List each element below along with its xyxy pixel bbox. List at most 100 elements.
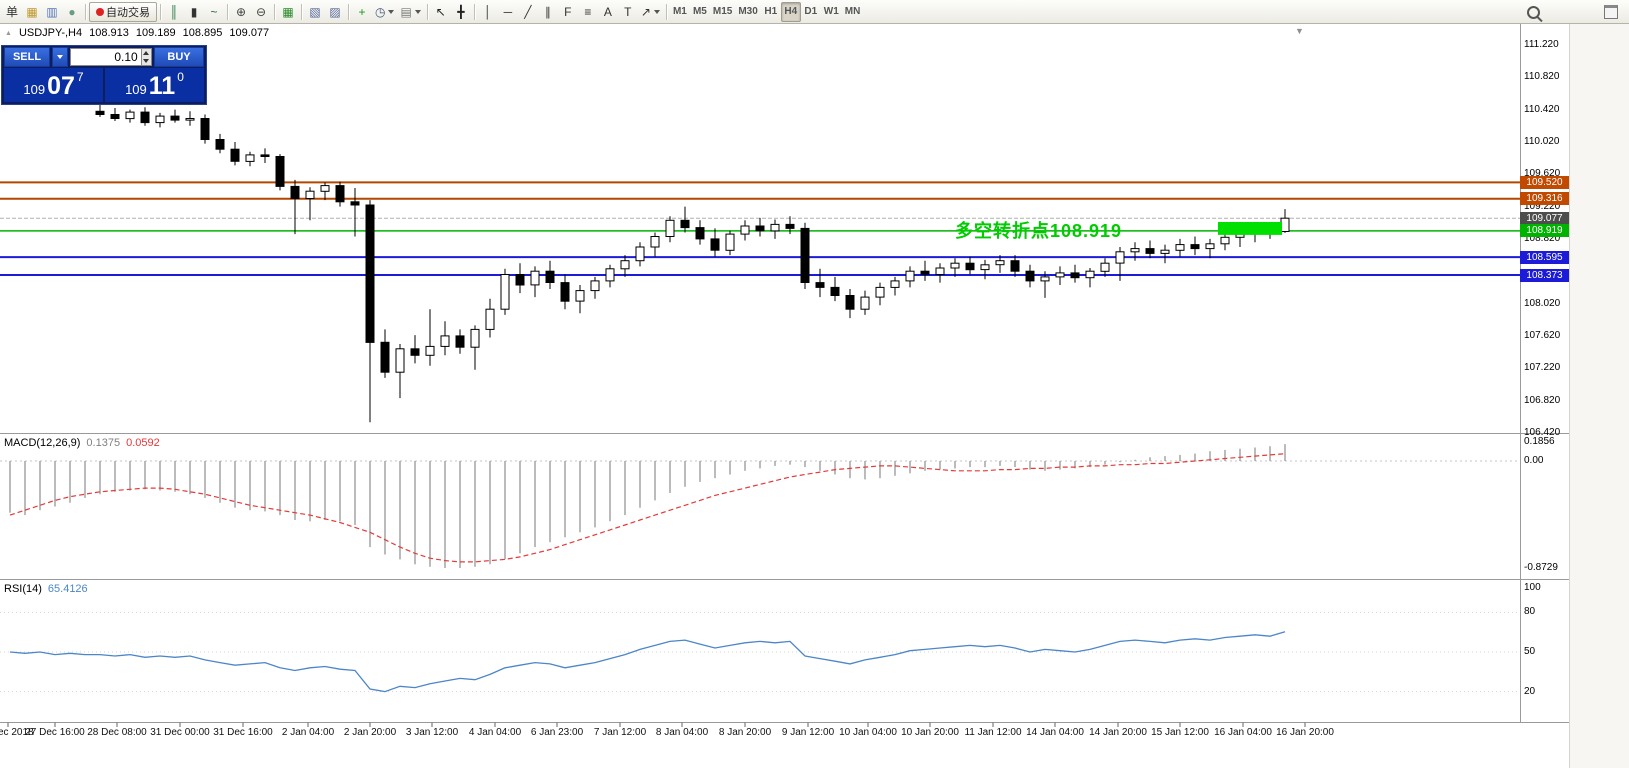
timeframe-m1[interactable]: M1 bbox=[672, 6, 687, 17]
ask-pipette: 0 bbox=[177, 70, 184, 84]
price-tag: 109.520 bbox=[1520, 176, 1569, 189]
candlestick bbox=[590, 276, 600, 299]
charts-icon[interactable]: ▦ bbox=[26, 4, 38, 19]
rsi-value: 65.4126 bbox=[47, 583, 88, 595]
profiles-icon[interactable]: ▥ bbox=[46, 4, 58, 19]
search-icon[interactable] bbox=[1523, 2, 1543, 22]
auto-scroll-icon[interactable]: ▧ bbox=[309, 4, 321, 19]
timeframe-mn[interactable]: MN bbox=[844, 6, 861, 17]
time-label: 31 Dec 00:00 bbox=[150, 727, 210, 738]
price-grid-label: 110.420 bbox=[1524, 104, 1560, 115]
candlestick bbox=[815, 268, 825, 298]
lot-size-input[interactable] bbox=[70, 48, 142, 66]
time-label: 2 Jan 20:00 bbox=[343, 727, 397, 738]
candlestick bbox=[215, 133, 225, 154]
candlestick bbox=[1280, 209, 1290, 233]
ohlc-open: 108.913 bbox=[89, 27, 129, 39]
tile-windows-icon[interactable]: ▦ bbox=[282, 4, 294, 19]
rsi-indicator-label: RSI(14) 65.4126 bbox=[4, 583, 88, 595]
lot-increase-button[interactable] bbox=[142, 49, 151, 57]
timeframe-m15[interactable]: M15 bbox=[712, 6, 733, 17]
bar-chart-icon[interactable]: ║ bbox=[169, 4, 179, 19]
candlestick bbox=[650, 232, 660, 257]
rsi-scale-label: 100 bbox=[1524, 582, 1541, 593]
lot-decrease-button[interactable] bbox=[142, 57, 151, 65]
chart-shift-marker-icon[interactable]: ▼ bbox=[1295, 26, 1304, 36]
toolbar-separator bbox=[426, 3, 428, 20]
order-type-dropdown[interactable] bbox=[52, 47, 68, 67]
candlestick-icon[interactable]: ▮ bbox=[190, 4, 198, 19]
price-grid-label: 109.620 bbox=[1524, 168, 1561, 179]
templates-icon[interactable]: ▤ bbox=[397, 2, 423, 22]
text-icon[interactable]: A bbox=[603, 4, 612, 19]
cursor-icon[interactable]: ↖ bbox=[435, 4, 446, 19]
rsi-scale-label: 50 bbox=[1524, 646, 1536, 657]
candlestick bbox=[245, 151, 255, 167]
refresh-icon[interactable]: ● bbox=[68, 4, 76, 19]
candlestick bbox=[455, 329, 465, 354]
gann-grid-icon[interactable]: ≡ bbox=[584, 4, 592, 19]
bid-price-display[interactable]: 109 07 7 bbox=[4, 68, 103, 102]
vertical-line-icon[interactable]: │ bbox=[484, 4, 492, 19]
time-label: 14 Jan 04:00 bbox=[1026, 727, 1084, 738]
candlestick bbox=[755, 217, 765, 237]
rsi-scale-label: 80 bbox=[1524, 606, 1536, 617]
buy-button[interactable]: BUY bbox=[154, 47, 204, 67]
macd-scale-label: 0.00 bbox=[1524, 455, 1544, 466]
horizontal-line-icon[interactable]: ─ bbox=[503, 4, 513, 19]
chart-shift-icon[interactable]: ▨ bbox=[329, 4, 341, 19]
bid-prefix: 109 bbox=[23, 82, 46, 98]
candlestick bbox=[920, 260, 930, 281]
autotrading-button[interactable]: 自动交易 bbox=[89, 1, 157, 22]
zoom-in-icon[interactable]: ⊕ bbox=[235, 4, 247, 19]
annotation-text-object[interactable]: 多空转折点108.919 bbox=[955, 221, 1123, 241]
toolbar-separator bbox=[473, 3, 475, 20]
timeframe-w1[interactable]: W1 bbox=[823, 6, 839, 17]
candlestick bbox=[275, 154, 285, 191]
arrows-icon[interactable]: ↗ bbox=[638, 2, 663, 22]
text-label-icon[interactable]: T bbox=[624, 4, 632, 19]
price-tag: 109.316 bbox=[1520, 192, 1569, 205]
window-icon[interactable] bbox=[1601, 2, 1621, 22]
candlestick bbox=[440, 321, 450, 356]
time-label: 31 Dec 16:00 bbox=[213, 727, 273, 738]
collapse-marker-icon[interactable]: ▲ bbox=[5, 29, 12, 37]
macd-main-value: 0.1375 bbox=[86, 437, 121, 449]
line-chart-icon[interactable]: ~ bbox=[210, 4, 218, 19]
trendline-icon[interactable]: ╱ bbox=[524, 4, 532, 19]
timeframe-m30[interactable]: M30 bbox=[738, 6, 758, 17]
candlestick bbox=[770, 219, 780, 239]
timeframe-h4[interactable]: H4 bbox=[780, 1, 801, 22]
macd-signal-line bbox=[9, 453, 1286, 563]
crosshair-icon[interactable]: ╋ bbox=[457, 4, 465, 19]
time-label: 2 Jan 04:00 bbox=[281, 727, 335, 738]
lot-field bbox=[70, 48, 152, 66]
rectangle-object[interactable] bbox=[1218, 222, 1282, 235]
candlestick bbox=[665, 216, 675, 243]
fibonacci-icon[interactable]: F bbox=[564, 4, 572, 19]
channel-icon[interactable]: ∥ bbox=[544, 4, 551, 19]
zoom-out-icon[interactable]: ⊖ bbox=[255, 4, 267, 19]
price-grid-label: 106.820 bbox=[1524, 395, 1561, 406]
candlestick bbox=[935, 263, 945, 283]
ask-price-display[interactable]: 109 11 0 bbox=[105, 68, 204, 102]
sell-button[interactable]: SELL bbox=[4, 47, 50, 67]
candlestick bbox=[185, 111, 195, 126]
indicators-icon[interactable]: + bbox=[358, 4, 366, 19]
new-order-button[interactable]: 单 bbox=[5, 4, 18, 19]
periods-icon[interactable]: ◷ bbox=[372, 2, 397, 22]
candlestick bbox=[515, 263, 525, 294]
candlestick bbox=[125, 109, 135, 123]
candlestick bbox=[470, 325, 480, 370]
candlestick bbox=[305, 187, 315, 221]
candlestick bbox=[1040, 271, 1050, 298]
timeframe-d1[interactable]: D1 bbox=[804, 6, 818, 17]
candlestick bbox=[1145, 240, 1155, 259]
candlestick bbox=[800, 222, 810, 289]
time-label: 14 Jan 20:00 bbox=[1089, 727, 1147, 738]
toolbar-separator bbox=[160, 3, 161, 20]
timeframe-m5[interactable]: M5 bbox=[692, 6, 707, 17]
time-label: 8 Jan 04:00 bbox=[655, 727, 709, 738]
toolbar-separator bbox=[227, 3, 228, 20]
timeframe-h1[interactable]: H1 bbox=[764, 6, 778, 17]
